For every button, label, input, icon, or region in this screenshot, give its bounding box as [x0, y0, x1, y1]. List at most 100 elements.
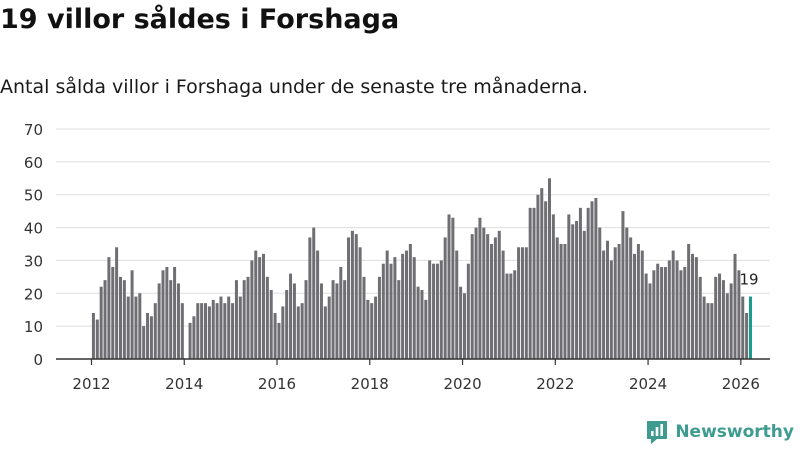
bar: [598, 227, 602, 359]
bar: [416, 286, 420, 359]
chart-title: 19 villor såldes i Forshaga: [0, 4, 400, 35]
x-tick-label: 2020: [443, 375, 481, 393]
bar: [528, 207, 532, 359]
bar: [316, 250, 320, 359]
y-tick-label: 20: [24, 285, 43, 303]
x-tick-label: 2022: [536, 375, 574, 393]
bar: [644, 273, 648, 359]
bar: [115, 247, 119, 359]
bar: [289, 273, 293, 359]
bar: [582, 230, 586, 359]
bar: [149, 316, 153, 359]
y-tick-label: 0: [33, 351, 43, 369]
bar: [412, 257, 416, 359]
bar: [698, 276, 702, 359]
bar: [381, 263, 385, 359]
bar: [509, 273, 513, 359]
bar: [157, 283, 161, 359]
bar: [694, 257, 698, 359]
bar: [366, 299, 370, 359]
bar: [277, 322, 281, 359]
bar: [656, 263, 660, 359]
bar: [629, 237, 633, 359]
bar: [636, 244, 640, 359]
bar: [590, 201, 594, 359]
bar: [555, 237, 559, 359]
bar: [605, 240, 609, 359]
bar: [250, 260, 254, 359]
y-tick-label: 70: [24, 121, 43, 139]
bar: [575, 221, 579, 359]
bar: [578, 207, 582, 359]
bar: [586, 207, 590, 359]
bar: [215, 303, 219, 359]
bar: [192, 316, 196, 359]
bar: [505, 273, 509, 359]
bar: [389, 263, 393, 359]
bar: [350, 230, 354, 359]
y-tick-label: 50: [24, 187, 43, 205]
bar: [261, 253, 265, 359]
x-tick-label: 2024: [629, 375, 667, 393]
bar: [625, 227, 629, 359]
bar: [319, 283, 323, 359]
bar: [134, 296, 138, 359]
bar: [296, 306, 300, 359]
bar: [733, 253, 737, 359]
bar: [548, 178, 551, 359]
bar: [331, 280, 335, 359]
bar: [258, 257, 262, 359]
bar: [377, 276, 381, 359]
bar: [269, 290, 273, 359]
bar: [312, 227, 316, 359]
bar: [231, 303, 235, 359]
bar: [223, 303, 227, 359]
bar: [142, 326, 146, 359]
bar-value-label: 19: [739, 271, 758, 289]
bar: [204, 303, 208, 359]
bar: [393, 257, 397, 359]
bar: [517, 247, 521, 359]
bar: [520, 247, 524, 359]
bar: [207, 306, 211, 359]
bar: [609, 260, 613, 359]
bar: [478, 217, 482, 359]
bar: [219, 296, 223, 359]
bar: [91, 313, 95, 359]
bar: [706, 303, 710, 359]
bar: [138, 293, 142, 359]
chart-subtitle: Antal sålda villor i Forshaga under de s…: [0, 76, 589, 98]
bar: [308, 237, 312, 359]
bar: [679, 270, 683, 359]
bar: [362, 276, 366, 359]
y-tick-label: 30: [24, 252, 43, 270]
bar: [563, 244, 567, 359]
bar: [118, 276, 122, 359]
y-tick-label: 60: [24, 154, 43, 172]
x-tick-label: 2012: [72, 375, 110, 393]
bar: [633, 253, 637, 359]
bar: [714, 276, 718, 359]
bar: [300, 303, 304, 359]
newsworthy-logo-icon: [647, 421, 668, 444]
bar: [439, 260, 443, 359]
x-tick-label: 2018: [351, 375, 389, 393]
bar: [621, 211, 625, 359]
bar: [493, 237, 497, 359]
bar: [211, 299, 215, 359]
bar: [497, 230, 501, 359]
bar: [660, 267, 664, 359]
bar: [242, 280, 246, 359]
bar: [652, 270, 656, 359]
bar: [347, 237, 351, 359]
bar: [513, 270, 517, 359]
bar: [169, 280, 173, 359]
bar: [428, 260, 432, 359]
bar: [710, 303, 714, 359]
bar: [238, 296, 242, 359]
bar: [725, 293, 729, 359]
bar: [501, 250, 505, 359]
bar: [648, 283, 652, 359]
bar: [455, 250, 459, 359]
bar: [161, 270, 165, 359]
